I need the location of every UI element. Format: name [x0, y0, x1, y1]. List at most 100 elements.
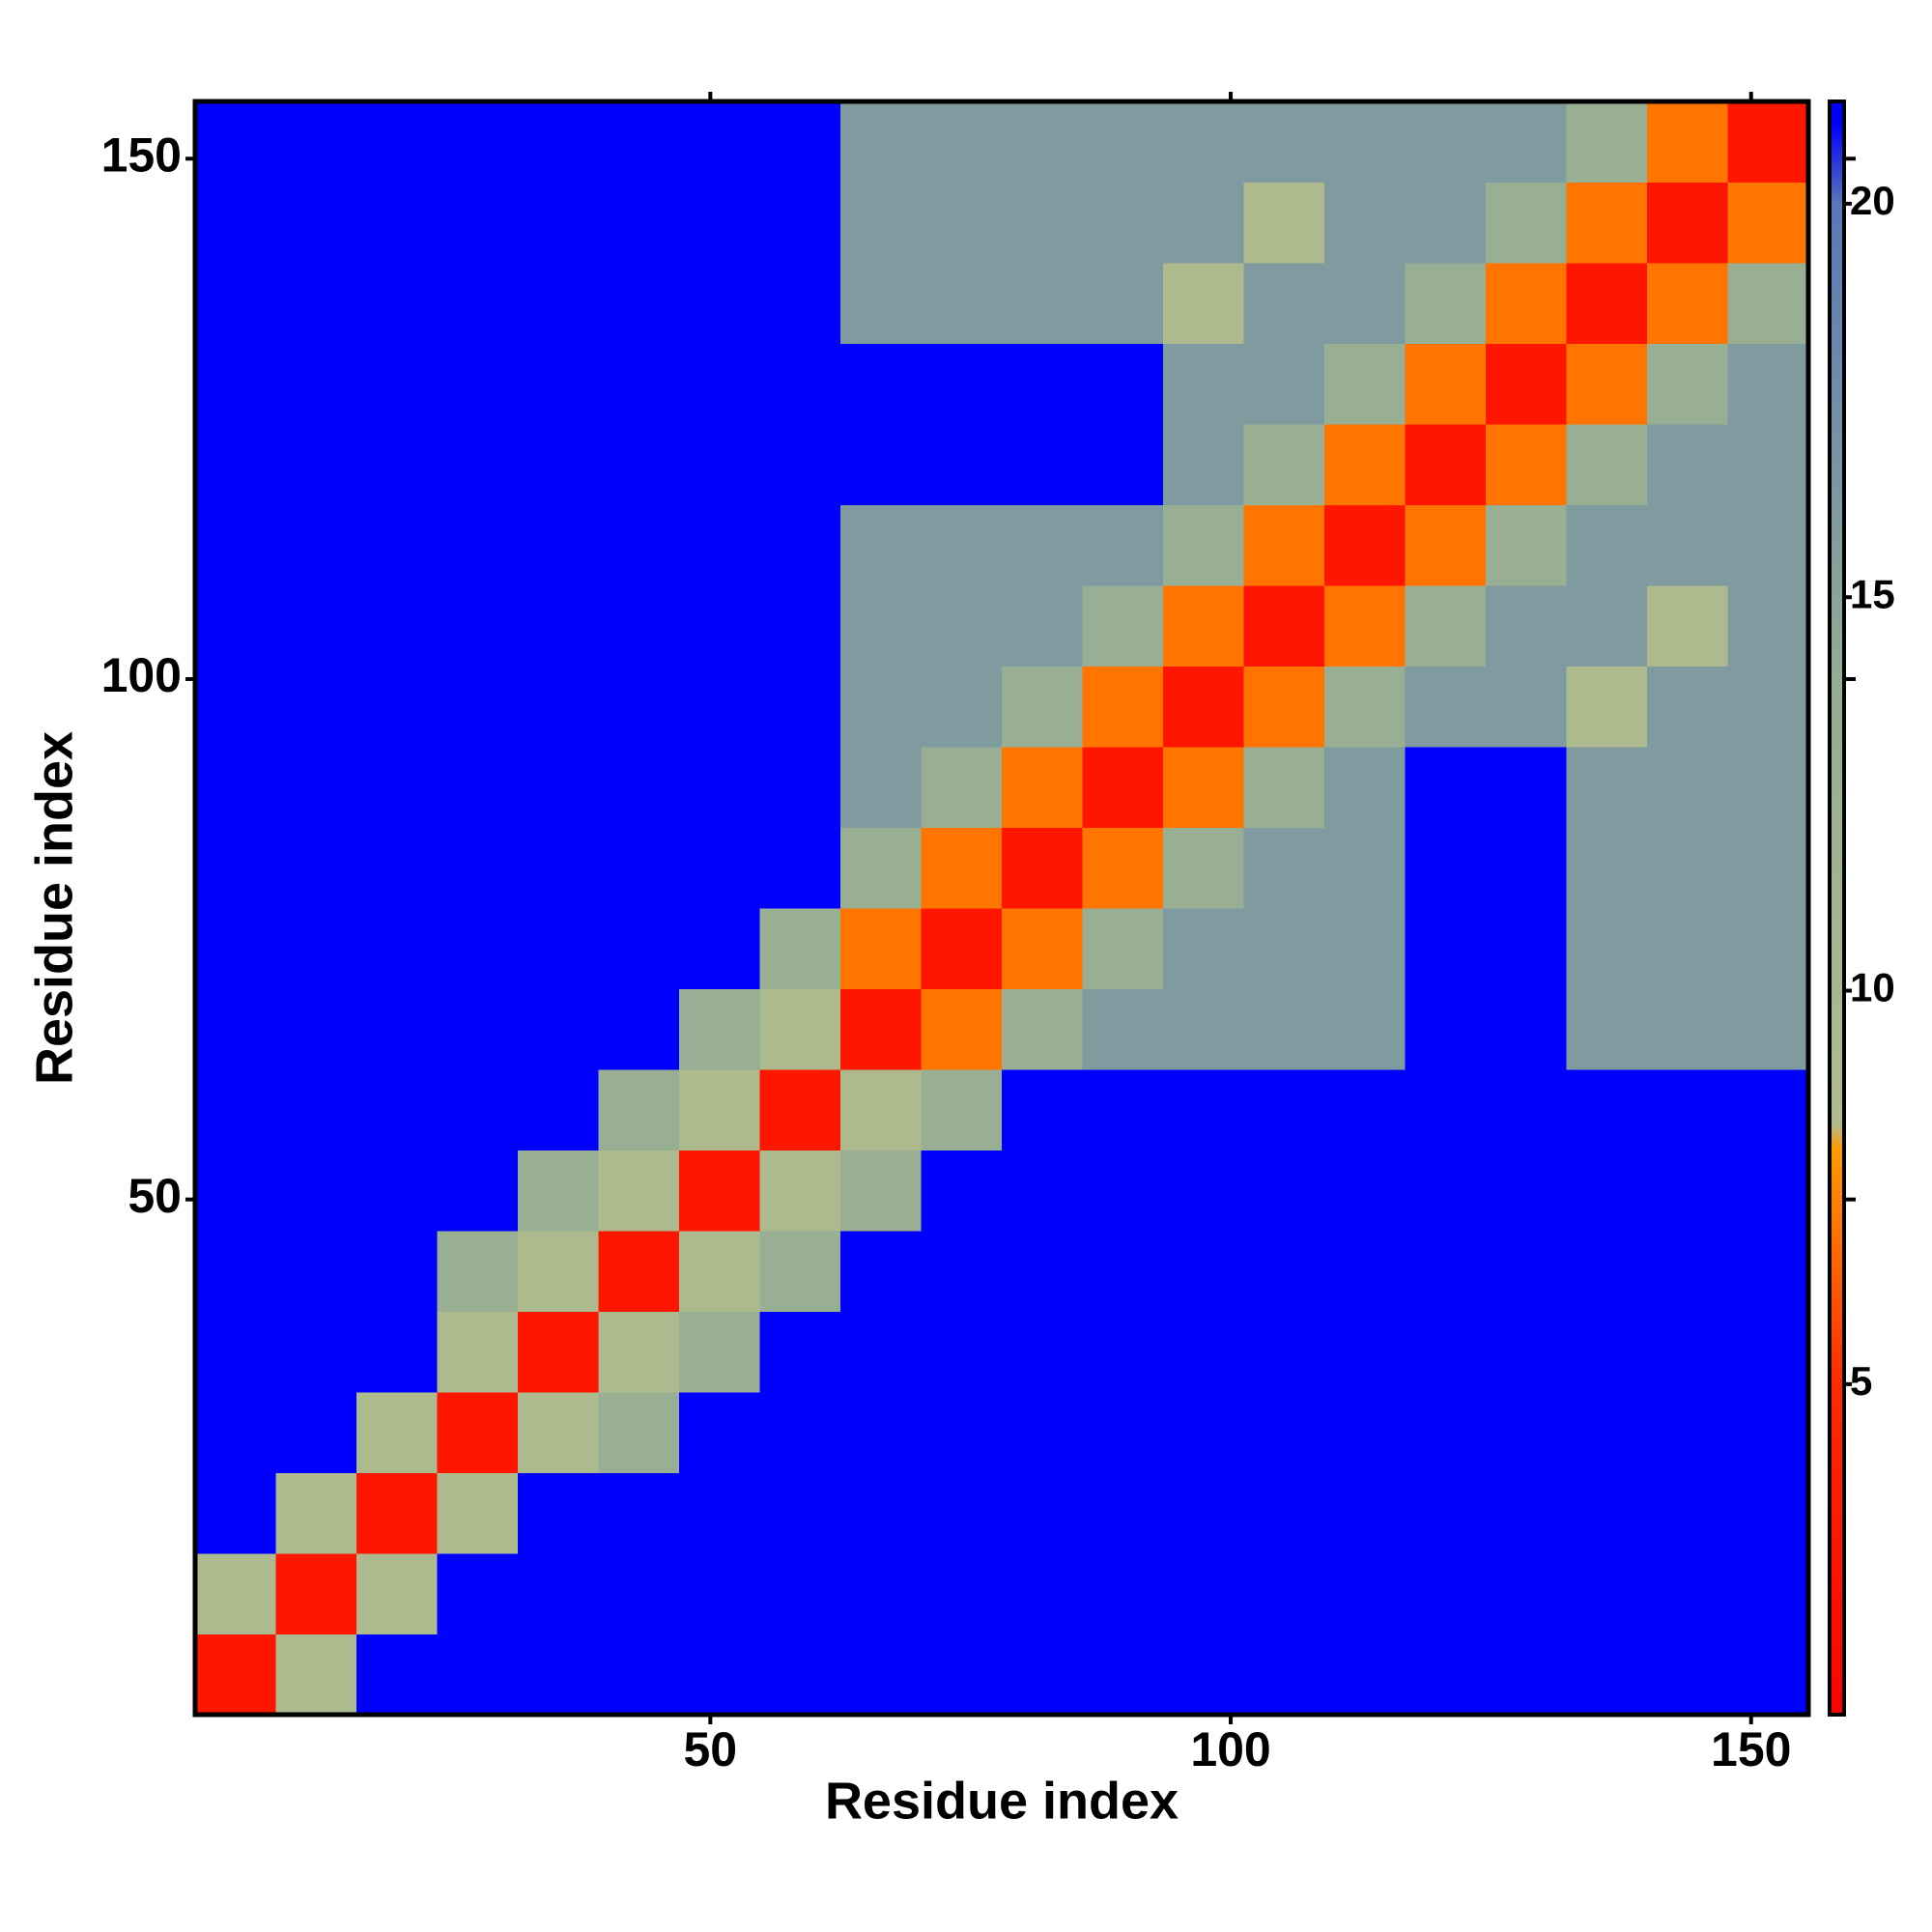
heatmap-cell [275, 424, 357, 505]
heatmap-cell [598, 1392, 680, 1473]
heatmap-cell [679, 827, 760, 909]
heatmap-cell [275, 1472, 357, 1554]
heatmap-cell [518, 1069, 599, 1151]
heatmap-cell [1566, 1553, 1648, 1634]
heatmap-cell [598, 263, 680, 344]
heatmap-cell [1727, 1392, 1809, 1473]
heatmap-cell [598, 182, 680, 264]
heatmap-cell [356, 1150, 438, 1232]
heatmap-cell [1647, 747, 1728, 828]
heatmap-cell [1727, 263, 1809, 344]
heatmap-cell [518, 263, 599, 344]
heatmap-cell [1566, 263, 1648, 344]
heatmap-cell [1405, 1069, 1487, 1151]
heatmap-cell [195, 1311, 276, 1393]
heatmap-cell [1163, 666, 1244, 748]
heatmap-cell [1647, 827, 1728, 909]
heatmap-cell [1486, 263, 1567, 344]
heatmap-cell [1163, 827, 1244, 909]
heatmap-cell [275, 827, 357, 909]
heatmap-cell [1727, 988, 1809, 1070]
y-tick-label: 100 [101, 648, 182, 702]
colorbar-tick-label: 10 [1850, 965, 1895, 1010]
heatmap-cell [356, 1472, 438, 1554]
heatmap-cell [840, 263, 922, 344]
heatmap-cell [1324, 1069, 1406, 1151]
heatmap-cell [1486, 908, 1567, 989]
heatmap-cell [679, 343, 760, 425]
heatmap-cell [356, 585, 438, 667]
heatmap-cell [1566, 1472, 1648, 1554]
heatmap-cell [1324, 1392, 1406, 1473]
heatmap-cell [1002, 1392, 1083, 1473]
heatmap-cell [1566, 101, 1648, 183]
heatmap-cell [598, 666, 680, 748]
heatmap-cell [1324, 263, 1406, 344]
heatmap-cell [759, 1231, 841, 1312]
heatmap-cell [1002, 1634, 1083, 1716]
heatmap-cell [1243, 908, 1325, 989]
heatmap-cell [1647, 666, 1728, 748]
heatmap-cell [840, 666, 922, 748]
heatmap-cell [598, 747, 680, 828]
heatmap-cell [1727, 1634, 1809, 1716]
heatmap-cell [1727, 1231, 1809, 1312]
heatmap-cell [195, 1553, 276, 1634]
heatmap-cell [679, 182, 760, 264]
heatmap-cell [195, 343, 276, 425]
heatmap-cell [437, 666, 519, 748]
heatmap-cell [437, 585, 519, 667]
heatmap-cell [921, 585, 1003, 667]
heatmap-cell [1324, 988, 1406, 1070]
heatmap-cell [437, 1231, 519, 1312]
heatmap-cell [1324, 504, 1406, 586]
heatmap-cell [1647, 988, 1728, 1070]
heatmap-cell [275, 747, 357, 828]
heatmap-cell [1727, 747, 1809, 828]
heatmap-cell [437, 747, 519, 828]
heatmap-cell [921, 747, 1003, 828]
heatmap-cell [1486, 747, 1567, 828]
heatmap-cell [921, 1311, 1003, 1393]
heatmap-cell [1566, 1231, 1648, 1312]
x-tick-label: 100 [1190, 1722, 1270, 1776]
heatmap-cell [759, 1392, 841, 1473]
heatmap-cell [840, 1472, 922, 1554]
heatmap-cell [356, 1311, 438, 1393]
heatmap-cell [1082, 1069, 1164, 1151]
heatmap-cell [921, 1231, 1003, 1312]
heatmap-cell [1486, 585, 1567, 667]
heatmap-cell [518, 1472, 599, 1554]
heatmap-cell [1082, 1311, 1164, 1393]
heatmap-cell [195, 1150, 276, 1232]
heatmap-cell [679, 263, 760, 344]
heatmap-cell [1647, 585, 1728, 667]
heatmap-cell [840, 504, 922, 586]
heatmap-cell [1163, 1553, 1244, 1634]
heatmap-cell [598, 827, 680, 909]
heatmap-cell [759, 1311, 841, 1393]
heatmap-cell [598, 1634, 680, 1716]
heatmap-cell [1163, 1150, 1244, 1232]
heatmap-cell [1163, 101, 1244, 183]
heatmap-cell [759, 1634, 841, 1716]
heatmap-cell [195, 504, 276, 586]
heatmap-cell [1082, 908, 1164, 989]
heatmap-cell [840, 908, 922, 989]
heatmap-cell [356, 988, 438, 1070]
heatmap-cell [1002, 343, 1083, 425]
heatmap-cell [1243, 101, 1325, 183]
heatmap-cell [840, 1634, 922, 1716]
heatmap-cell [1082, 666, 1164, 748]
heatmap-cell [1647, 343, 1728, 425]
heatmap-cell [1566, 585, 1648, 667]
heatmap-cell [1405, 1150, 1487, 1232]
heatmap-cell [1163, 182, 1244, 264]
heatmap-cell [1324, 908, 1406, 989]
heatmap-cell [1566, 1311, 1648, 1393]
heatmap-cell [1002, 504, 1083, 586]
heatmap-cell [275, 1231, 357, 1312]
heatmap-cell [679, 988, 760, 1070]
heatmap-cell [195, 1392, 276, 1473]
heatmap-cell [1727, 101, 1809, 183]
